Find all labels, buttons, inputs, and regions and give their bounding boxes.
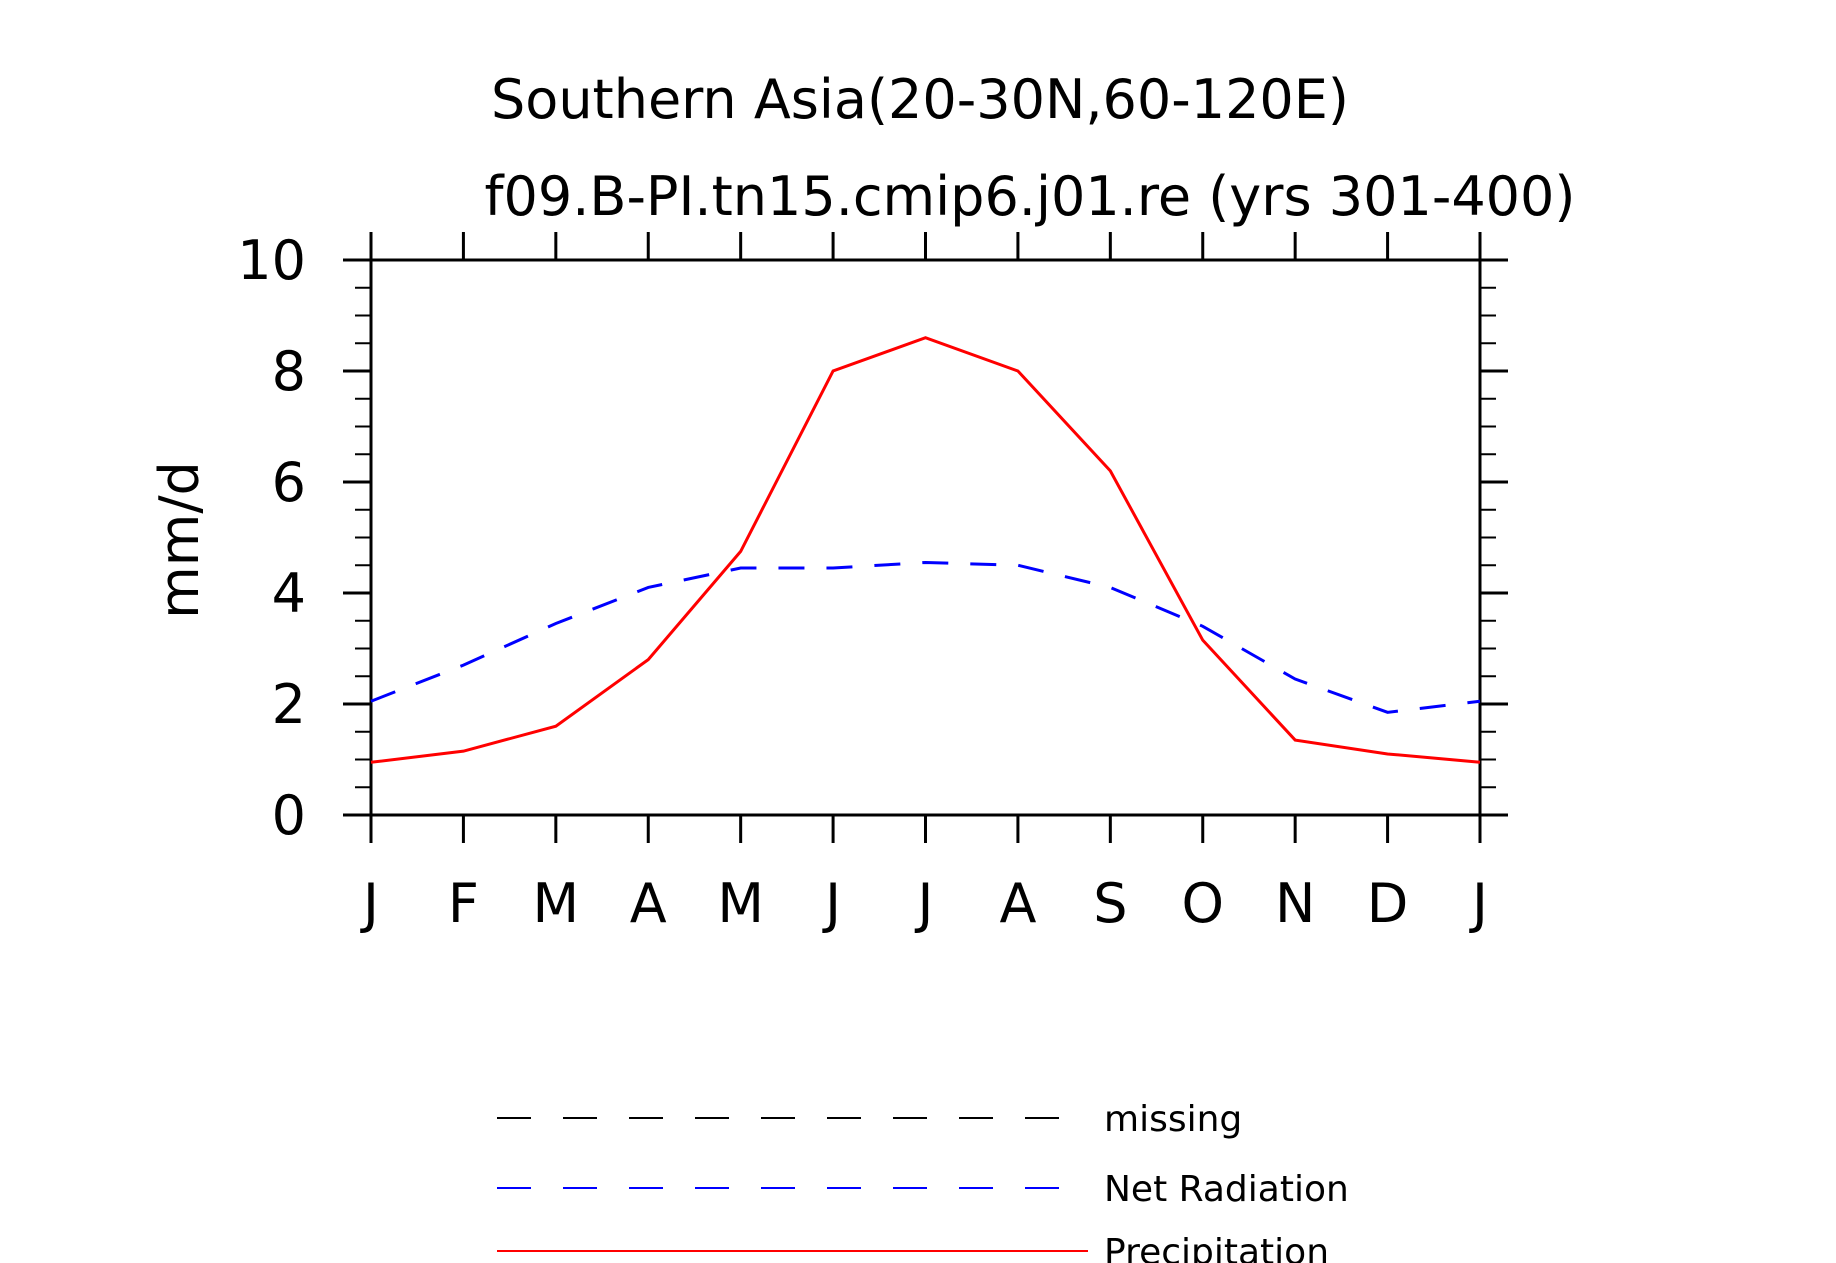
x-tick-label: J: [822, 872, 841, 935]
y-tick-label: 6: [272, 451, 306, 514]
y-tick-label: 4: [272, 562, 306, 625]
y-axis-label: mm/d: [148, 461, 211, 619]
legend-label-missing: missing: [1104, 1099, 1242, 1140]
chart-subtitle: f09.B-PI.tn15.cmip6.j01.re (yrs 301-400): [485, 165, 1576, 228]
x-tick-label: A: [999, 872, 1036, 935]
y-tick-label: 2: [272, 673, 306, 736]
x-tick-label: J: [1469, 872, 1488, 935]
chart-title: Southern Asia(20-30N,60-120E): [491, 68, 1349, 131]
precipitation-line: [370, 336, 1481, 764]
x-tick-label: A: [630, 872, 667, 935]
y-tick-label: 8: [272, 340, 306, 403]
x-tick-label: S: [1093, 872, 1127, 935]
x-tick-label: N: [1275, 872, 1315, 935]
legend-label-precipitation: Precipitation: [1104, 1232, 1329, 1263]
y-tick-label: 0: [272, 784, 306, 847]
x-tick-label: D: [1367, 872, 1409, 935]
x-tick-label: J: [915, 872, 934, 935]
x-tick-label: M: [717, 872, 764, 935]
legend: missing Net Radiation Precipitation: [497, 1099, 1349, 1263]
y-tick-label: 10: [237, 229, 306, 292]
series-lines: [370, 336, 1481, 764]
x-tick-label: M: [533, 872, 580, 935]
x-tick-label: O: [1181, 872, 1224, 935]
x-tick-label: F: [448, 872, 479, 935]
net-radiation-line: [370, 560, 1481, 714]
legend-label-net-radiation: Net Radiation: [1104, 1169, 1349, 1210]
x-tick-label: J: [360, 872, 379, 935]
